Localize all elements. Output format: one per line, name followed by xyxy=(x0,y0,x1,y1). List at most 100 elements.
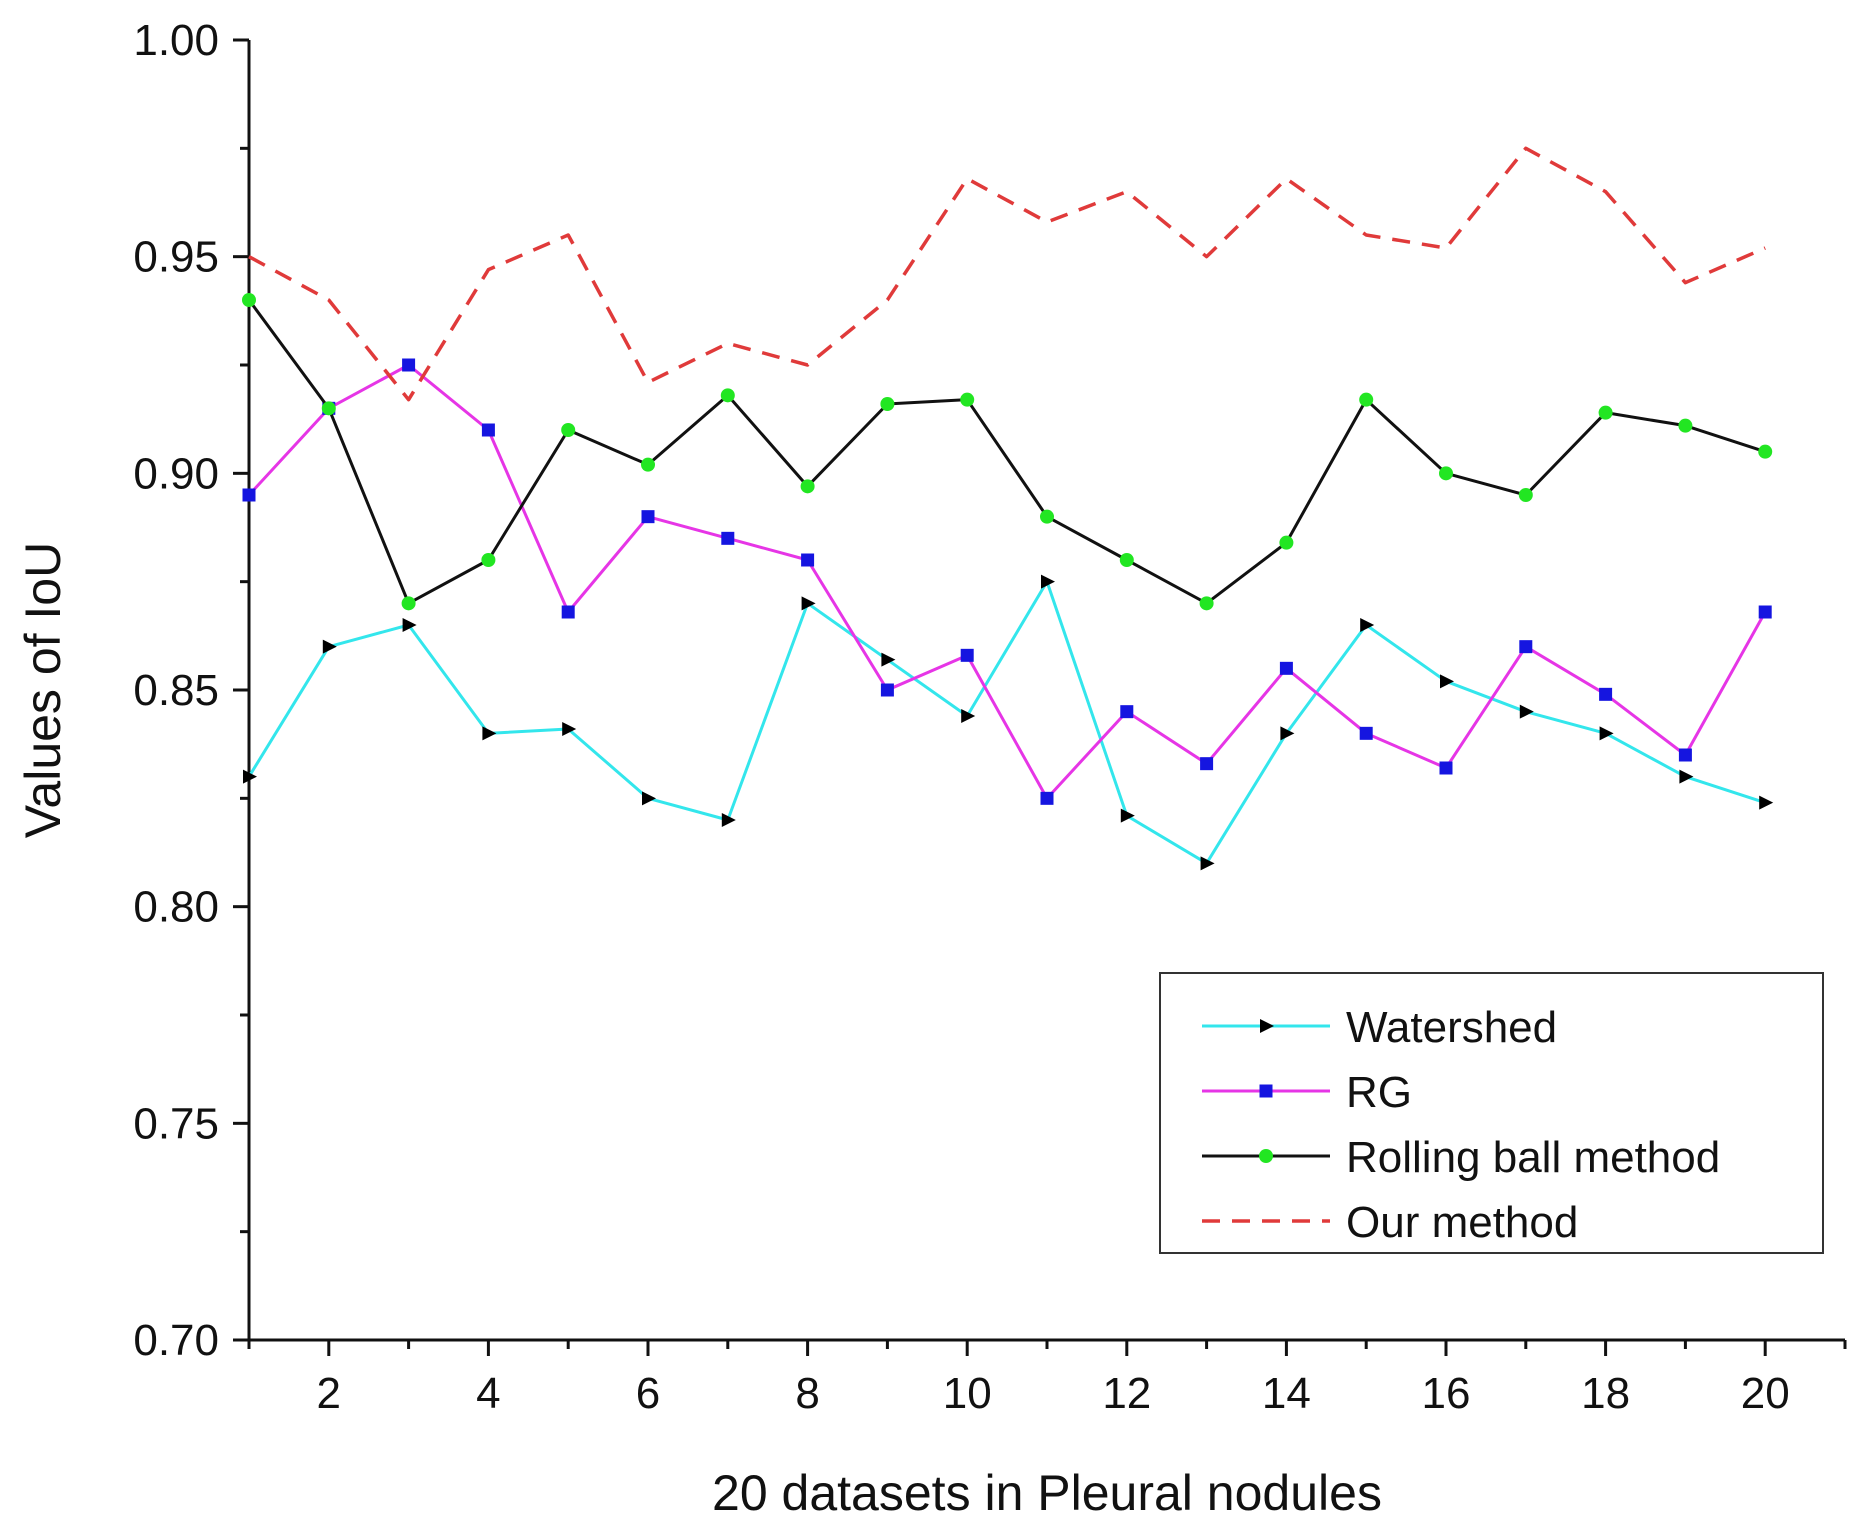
legend-item-rg: RG xyxy=(1202,1068,1412,1117)
data-point-watershed xyxy=(881,652,896,667)
legend-marker-rg xyxy=(1259,1084,1273,1098)
data-point-watershed xyxy=(1519,704,1534,719)
y-tick-label: 0.90 xyxy=(133,449,219,498)
data-point-rg xyxy=(1678,748,1692,762)
data-point-watershed xyxy=(801,596,816,611)
x-tick-label: 2 xyxy=(317,1369,341,1418)
data-point-watershed xyxy=(322,639,337,654)
series-watershed xyxy=(243,574,1774,871)
data-point-rg xyxy=(641,510,655,524)
legend-item-our-method: Our method xyxy=(1202,1198,1578,1247)
data-point-rolling-ball-method xyxy=(1439,466,1453,481)
data-point-watershed xyxy=(1759,795,1774,810)
data-point-rg xyxy=(561,605,575,619)
data-point-rolling-ball-method xyxy=(321,401,336,416)
data-point-rolling-ball-method xyxy=(1678,418,1693,433)
data-point-rolling-ball-method xyxy=(960,392,975,407)
data-point-rg xyxy=(1040,791,1054,805)
data-point-rolling-ball-method xyxy=(1279,535,1294,550)
data-point-rolling-ball-method xyxy=(561,423,576,437)
data-point-rolling-ball-method xyxy=(1758,444,1773,459)
x-axis-title: 20 datasets in Pleural nodules xyxy=(712,1465,1382,1521)
legend-box xyxy=(1159,972,1824,1254)
y-tick-label: 0.75 xyxy=(133,1099,219,1148)
data-point-watershed xyxy=(243,769,257,784)
y-tick-label: 0.95 xyxy=(133,233,219,282)
data-point-rolling-ball-method xyxy=(641,457,655,472)
x-tick-label: 14 xyxy=(1262,1369,1311,1418)
data-point-rg xyxy=(1439,761,1453,775)
x-tick-label: 4 xyxy=(476,1369,500,1418)
x-tick-label: 18 xyxy=(1581,1369,1630,1418)
y-axis-title: Values of IoU xyxy=(15,542,71,838)
x-tick-label: 12 xyxy=(1102,1369,1151,1418)
data-point-watershed xyxy=(642,791,656,806)
legend: Watershed RG Rolling ball method Our method xyxy=(1159,972,1824,1254)
data-point-rolling-ball-method xyxy=(242,293,256,307)
data-point-rolling-ball-method xyxy=(401,596,416,611)
series-rg xyxy=(242,358,1772,805)
legend-item-watershed: Watershed xyxy=(1202,1003,1557,1052)
series-rolling-ball-method xyxy=(242,293,1773,611)
data-point-watershed xyxy=(721,813,736,827)
x-tick-label: 20 xyxy=(1741,1369,1790,1418)
data-point-rolling-ball-method xyxy=(1359,392,1374,407)
data-point-watershed xyxy=(562,722,577,736)
data-point-watershed xyxy=(1041,574,1055,589)
data-point-rg xyxy=(1120,705,1134,719)
data-point-watershed xyxy=(1599,726,1614,741)
data-point-rg xyxy=(801,553,815,567)
legend-marker-rolling-ball-method xyxy=(1259,1149,1273,1163)
data-point-watershed xyxy=(1679,769,1694,784)
legend-item-rolling-ball-method: Rolling ball method xyxy=(1202,1133,1720,1182)
series-line-our-method xyxy=(248,146,1766,402)
axes: 0.70 0.75 0.80 0.85 0.90 0.95 1.00 2 4 6 8 10 12 14 16… xyxy=(133,16,1847,1418)
data-point-watershed xyxy=(482,726,497,741)
data-point-rolling-ball-method xyxy=(1598,405,1613,420)
legend-label-rg: RG xyxy=(1346,1068,1412,1117)
data-point-watershed xyxy=(1280,726,1295,741)
series-line-rolling-ball-method xyxy=(247,299,1766,605)
series-group xyxy=(242,146,1774,871)
data-point-rg xyxy=(1279,661,1293,675)
x-tick-label: 10 xyxy=(943,1369,992,1418)
data-point-rg xyxy=(960,648,974,662)
data-point-watershed xyxy=(1440,674,1454,689)
data-point-watershed xyxy=(1120,808,1135,823)
data-point-rolling-ball-method xyxy=(1518,488,1533,502)
data-point-rg xyxy=(1758,605,1772,619)
series-line-rg xyxy=(247,363,1767,800)
data-point-rolling-ball-method xyxy=(1199,596,1214,611)
data-point-watershed xyxy=(402,618,417,632)
data-point-rolling-ball-method xyxy=(1040,509,1054,524)
data-point-rg xyxy=(1519,640,1533,654)
x-tick-label: 8 xyxy=(795,1369,819,1418)
data-point-rolling-ball-method xyxy=(800,479,815,494)
data-point-rg xyxy=(1359,726,1373,740)
data-point-rolling-ball-method xyxy=(1119,553,1134,567)
legend-label-rolling-ball-method: Rolling ball method xyxy=(1346,1133,1720,1182)
data-point-rolling-ball-method xyxy=(880,397,895,411)
data-point-rg xyxy=(721,531,735,545)
y-tick-label: 0.80 xyxy=(133,883,219,932)
legend-label-our-method: Our method xyxy=(1346,1198,1578,1247)
y-tick-label: 1.00 xyxy=(133,16,219,65)
data-point-rg xyxy=(880,683,894,697)
data-point-rg xyxy=(1599,687,1613,701)
data-point-rg xyxy=(242,488,256,502)
data-point-watershed xyxy=(961,709,976,723)
legend-marker-watershed xyxy=(1260,1019,1274,1033)
data-point-watershed xyxy=(1200,856,1215,871)
y-tick-label: 0.70 xyxy=(133,1316,219,1365)
legend-label-watershed: Watershed xyxy=(1346,1003,1557,1052)
y-tick-label: 0.85 xyxy=(133,666,219,715)
series-our-method xyxy=(248,146,1766,402)
data-point-rg xyxy=(402,358,416,372)
data-point-rolling-ball-method xyxy=(481,553,496,567)
data-point-rg xyxy=(481,423,495,437)
x-tick-label: 6 xyxy=(636,1369,660,1418)
data-point-rolling-ball-method xyxy=(720,388,735,403)
x-tick-label: 16 xyxy=(1422,1369,1471,1418)
data-point-watershed xyxy=(1360,618,1375,632)
